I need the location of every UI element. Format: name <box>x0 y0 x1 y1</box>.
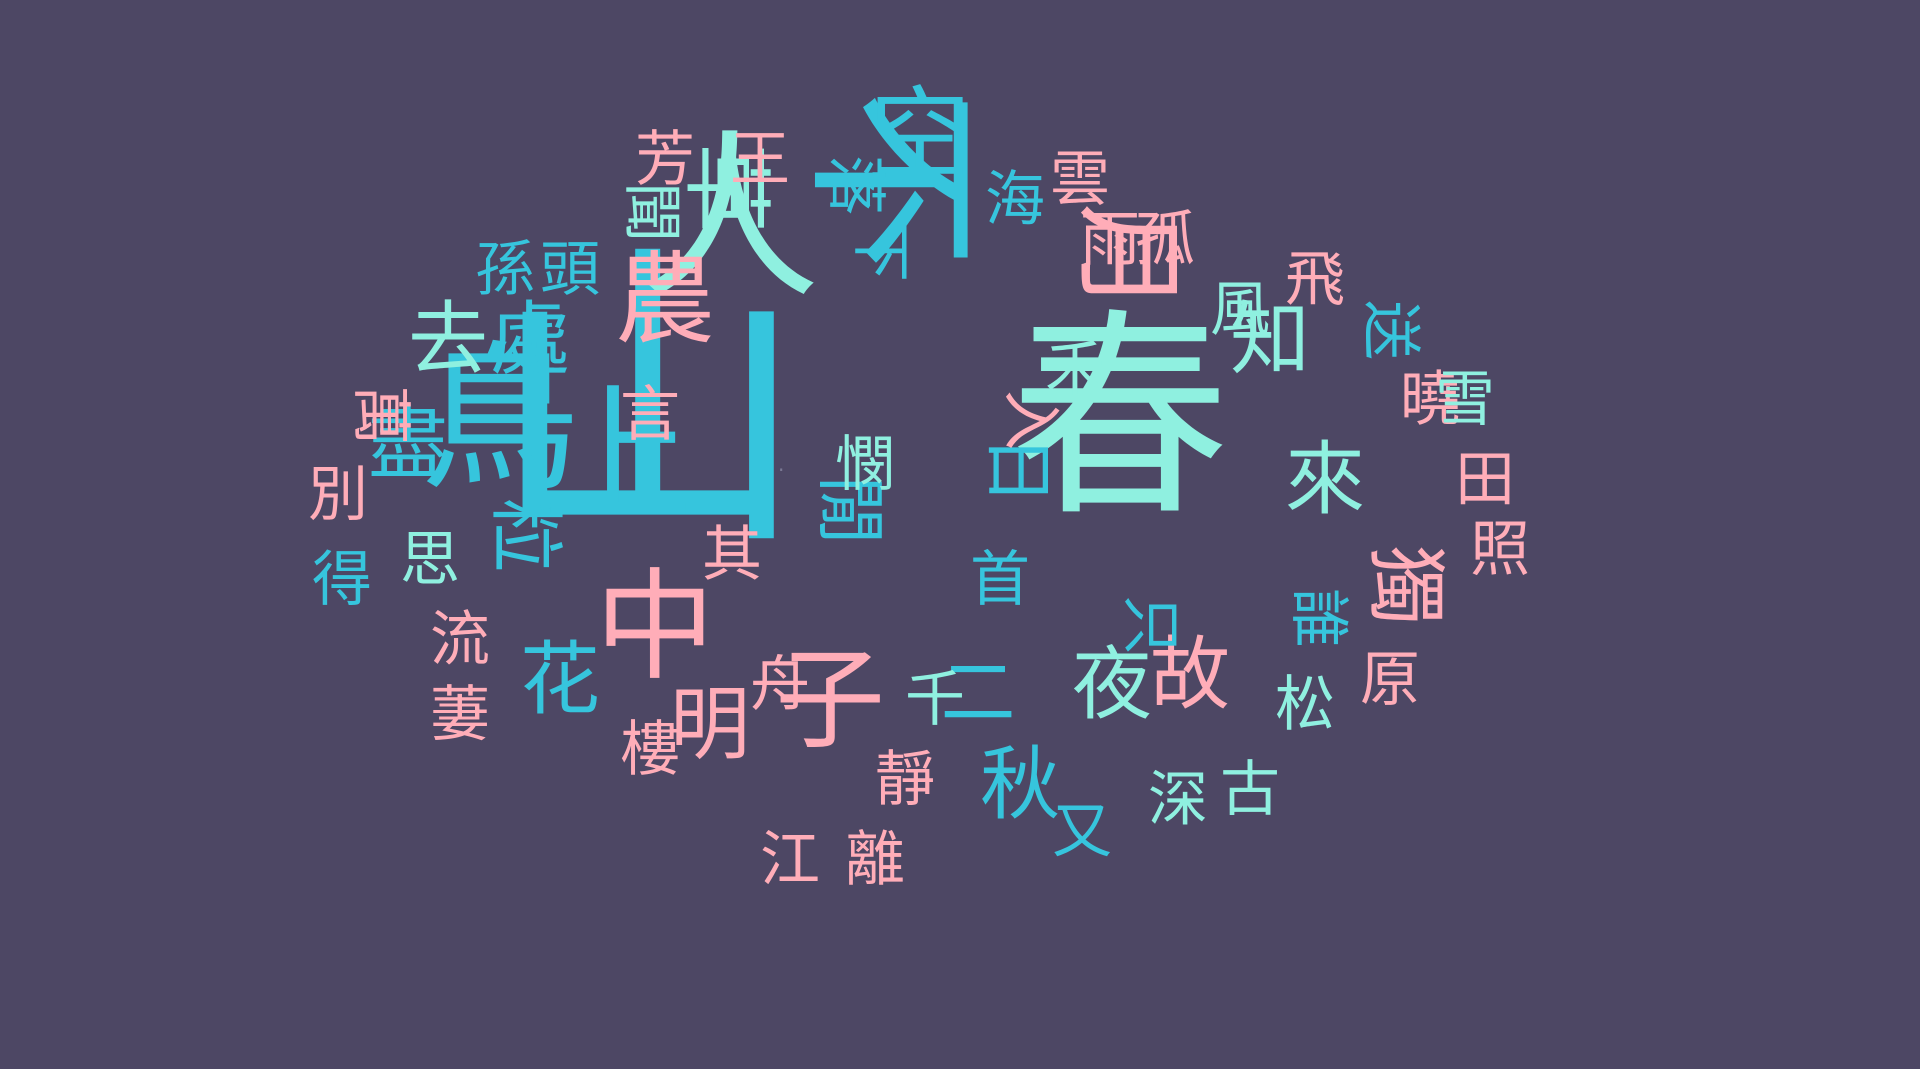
cloud-word: 流 <box>430 605 490 675</box>
cloud-word: 憫 <box>835 430 895 500</box>
cloud-word: 曉 <box>1400 365 1460 435</box>
cloud-word: 粒 <box>481 497 570 573</box>
cloud-word: 風 <box>1210 275 1270 345</box>
cloud-word: 農 <box>615 241 715 358</box>
cloud-word: 首 <box>970 545 1030 615</box>
cloud-word: 深 <box>1148 765 1208 835</box>
cloud-word: 千 <box>905 665 965 735</box>
cloud-word: 山 <box>488 218 808 590</box>
cloud-word: 盡 <box>368 398 448 491</box>
cloud-word: 雪 <box>1435 365 1495 435</box>
cloud-word: 王 <box>730 125 790 195</box>
cloud-word: 言 <box>620 380 680 450</box>
cloud-word: 下 <box>845 222 915 282</box>
cloud-word: 子 <box>775 636 885 764</box>
cloud-word: 其 <box>702 520 762 590</box>
cloud-word: 聞 <box>616 182 686 242</box>
cloud-word: 萬 <box>345 385 415 445</box>
cloud-word: 靜 <box>875 745 935 815</box>
cloud-word: 松 <box>1275 670 1335 740</box>
cloud-word: 處 <box>490 293 570 386</box>
cloud-word: 孫 <box>475 235 535 305</box>
cloud-word: 誰 <box>1283 588 1353 648</box>
cloud-word: 二 <box>940 648 1016 737</box>
cloud-word: 落 <box>820 155 890 215</box>
cloud-word: 離 <box>845 825 905 895</box>
cloud-word: 人 <box>639 115 821 324</box>
cloud-word: 獨 <box>1359 545 1452 625</box>
cloud-word: 花 <box>520 633 600 726</box>
cloud-word: 江 <box>760 825 820 895</box>
cloud-word: 舟 <box>750 650 810 720</box>
cloud-word: 中 <box>595 558 715 697</box>
cloud-word: 又 <box>1052 797 1112 867</box>
cloud-word: 雲 <box>1050 145 1110 215</box>
cloud-word: 原 <box>1360 645 1420 715</box>
cloud-word: 明 <box>670 678 750 771</box>
cloud-word: 知 <box>1230 293 1310 386</box>
cloud-word: 飛 <box>1285 245 1345 315</box>
cloud-word: 去 <box>408 293 488 386</box>
cloud-word: 海 <box>985 165 1045 235</box>
cloud-word: 禾 <box>1045 335 1105 405</box>
cloud-word: 雨 <box>1080 205 1140 275</box>
cloud-word: 故 <box>1150 628 1230 721</box>
cloud-word: 萋 <box>430 680 490 750</box>
cloud-word: 得 <box>312 545 372 615</box>
cloud-word: 孤 <box>1135 205 1195 275</box>
cloud-word: 送 <box>1355 300 1425 360</box>
cloud-word: 古 <box>1220 755 1280 825</box>
cloud-word: 田 <box>1455 445 1515 515</box>
cloud-word: 鳥 <box>419 326 581 513</box>
cloud-word: 頭 <box>540 235 600 305</box>
dot-mark: · <box>778 458 785 482</box>
cloud-word: 照 <box>1470 515 1530 585</box>
cloud-word: 夜 <box>1072 638 1152 731</box>
cloud-word: 樓 <box>620 715 680 785</box>
cloud-word: 別 <box>308 460 368 530</box>
cloud-word: 春 <box>1009 290 1231 546</box>
cloud-word: 秋 <box>980 738 1060 831</box>
cloud-word: 上 <box>542 371 694 545</box>
cloud-word: 空 <box>870 76 970 193</box>
cloud-word: 思 <box>400 525 460 595</box>
cloud-word: 只 <box>1115 595 1185 655</box>
cloud-word: 芳 <box>635 125 695 195</box>
cloud-word: 來 <box>1285 433 1365 526</box>
